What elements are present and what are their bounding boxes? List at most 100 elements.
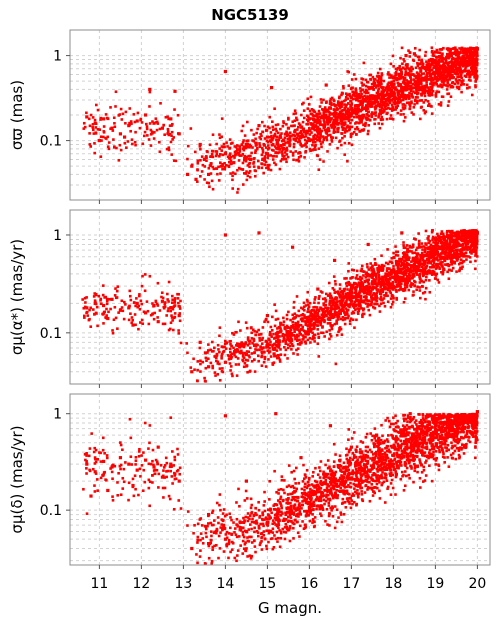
cloud-point [337, 100, 340, 103]
cloud-point [380, 86, 384, 90]
cloud-point [196, 180, 199, 183]
cloud-point [462, 255, 465, 258]
cloud-point [298, 343, 302, 346]
cloud-point [285, 338, 289, 341]
cloud-point [472, 244, 475, 247]
cloud-point [470, 57, 473, 61]
cloud-point [441, 272, 445, 276]
cloud-point [229, 353, 233, 357]
cloud-point [231, 174, 234, 178]
cloud-point [396, 111, 400, 115]
cloud-point [88, 143, 92, 146]
cloud-point [426, 261, 429, 265]
cloud-point [399, 93, 403, 97]
cloud-point [354, 77, 358, 81]
cloud-point [263, 155, 267, 158]
cloud-point [440, 85, 444, 89]
cloud-point [348, 292, 352, 296]
cloud-point [369, 266, 373, 270]
cloud-point [322, 137, 326, 140]
cloud-point [223, 345, 226, 349]
cloud-point [340, 100, 344, 104]
cloud-point [303, 316, 307, 319]
cloud-point [326, 108, 330, 112]
cloud-point [355, 126, 359, 129]
cloud-point [329, 335, 333, 338]
cloud-point [189, 366, 193, 369]
cloud-point [350, 107, 353, 111]
cloud-point [128, 294, 132, 298]
cloud-point [297, 134, 300, 137]
cloud-point [397, 66, 401, 70]
cloud-point [398, 82, 401, 86]
cloud-point [396, 90, 399, 94]
cloud-point [442, 83, 446, 87]
cloud-point [454, 58, 457, 62]
cloud-point [300, 319, 304, 323]
cloud-point [306, 118, 309, 121]
cloud-point [373, 257, 377, 261]
cloud-point [345, 298, 349, 301]
cloud-point [403, 104, 407, 107]
cloud-point [333, 124, 336, 127]
cloud-point [334, 114, 337, 117]
cloud-point [293, 312, 297, 316]
cloud-point [465, 230, 469, 233]
cloud-point [441, 260, 444, 264]
cloud-point [415, 271, 418, 275]
cloud-point [408, 103, 411, 106]
cloud-point [317, 119, 321, 122]
cloud-point [250, 128, 253, 132]
cloud-point [169, 140, 173, 144]
cloud-point [355, 133, 358, 136]
cloud-point [223, 165, 227, 169]
cloud-point [266, 163, 270, 167]
data-point [299, 135, 303, 139]
cloud-point [318, 315, 321, 319]
cloud-point [352, 115, 356, 119]
cloud-point [460, 229, 463, 233]
cloud-point [403, 266, 406, 270]
cloud-point [239, 351, 243, 355]
cloud-point [432, 261, 436, 265]
cloud-point [362, 291, 366, 295]
cloud-point [308, 133, 312, 136]
cloud-point [211, 366, 215, 370]
cloud-point [414, 280, 417, 284]
cloud-point [351, 132, 354, 135]
cloud-point [386, 88, 390, 92]
cloud-point [425, 270, 428, 273]
data-point [232, 161, 236, 165]
cloud-point [170, 153, 174, 156]
cloud-point [399, 99, 403, 102]
cloud-point [392, 91, 396, 94]
cloud-point [355, 110, 359, 114]
cloud-point [353, 107, 357, 110]
cloud-point [326, 318, 330, 321]
cloud-point [343, 277, 346, 280]
cloud-point [253, 169, 257, 172]
cloud-point [291, 124, 295, 128]
data-point [391, 76, 395, 80]
cloud-point [459, 68, 462, 71]
cloud-point [414, 260, 417, 264]
cloud-point [282, 120, 285, 123]
cloud-point [354, 88, 358, 92]
cloud-point [359, 90, 362, 93]
cloud-point [243, 362, 247, 365]
cloud-point [306, 338, 310, 342]
cloud-point [376, 71, 380, 75]
cloud-point [145, 127, 149, 131]
cloud-point [394, 245, 397, 248]
cloud-point [307, 115, 310, 119]
cloud-point [361, 101, 364, 105]
cloud-point [211, 187, 215, 191]
cloud-point [253, 174, 257, 178]
cloud-point [360, 120, 363, 124]
data-point [349, 96, 353, 100]
cloud-point [411, 82, 415, 86]
cloud-point [89, 113, 93, 117]
cloud-point [323, 121, 326, 124]
cloud-point [333, 301, 336, 304]
cloud-point [400, 46, 404, 50]
